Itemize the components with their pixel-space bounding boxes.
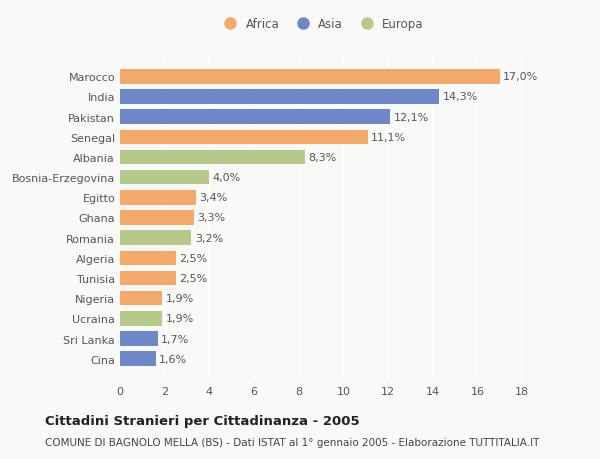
Bar [120, 311, 163, 326]
Text: 8,3%: 8,3% [309, 153, 337, 162]
Legend: Africa, Asia, Europa: Africa, Asia, Europa [216, 15, 426, 33]
Bar [120, 331, 158, 346]
Bar [120, 291, 163, 306]
Text: Cittadini Stranieri per Cittadinanza - 2005: Cittadini Stranieri per Cittadinanza - 2… [45, 414, 359, 428]
Text: 3,4%: 3,4% [199, 193, 227, 203]
Bar [120, 171, 209, 185]
Bar [120, 231, 191, 246]
Text: COMUNE DI BAGNOLO MELLA (BS) - Dati ISTAT al 1° gennaio 2005 - Elaborazione TUTT: COMUNE DI BAGNOLO MELLA (BS) - Dati ISTA… [45, 437, 539, 447]
Bar [120, 151, 305, 165]
Text: 4,0%: 4,0% [212, 173, 241, 183]
Text: 3,3%: 3,3% [197, 213, 225, 223]
Text: 2,5%: 2,5% [179, 253, 208, 263]
Text: 2,5%: 2,5% [179, 274, 208, 283]
Text: 1,6%: 1,6% [159, 354, 187, 364]
Bar [120, 352, 156, 366]
Text: 14,3%: 14,3% [443, 92, 478, 102]
Bar [120, 271, 176, 285]
Bar [120, 90, 439, 105]
Text: 12,1%: 12,1% [394, 112, 429, 123]
Text: 17,0%: 17,0% [503, 72, 538, 82]
Bar [120, 251, 176, 265]
Bar [120, 70, 500, 84]
Bar [120, 130, 368, 145]
Bar [120, 110, 390, 125]
Text: 1,9%: 1,9% [166, 294, 194, 303]
Text: 3,2%: 3,2% [195, 233, 223, 243]
Text: 11,1%: 11,1% [371, 133, 406, 142]
Text: 1,9%: 1,9% [166, 313, 194, 324]
Bar [120, 190, 196, 205]
Text: 1,7%: 1,7% [161, 334, 190, 344]
Bar [120, 211, 194, 225]
